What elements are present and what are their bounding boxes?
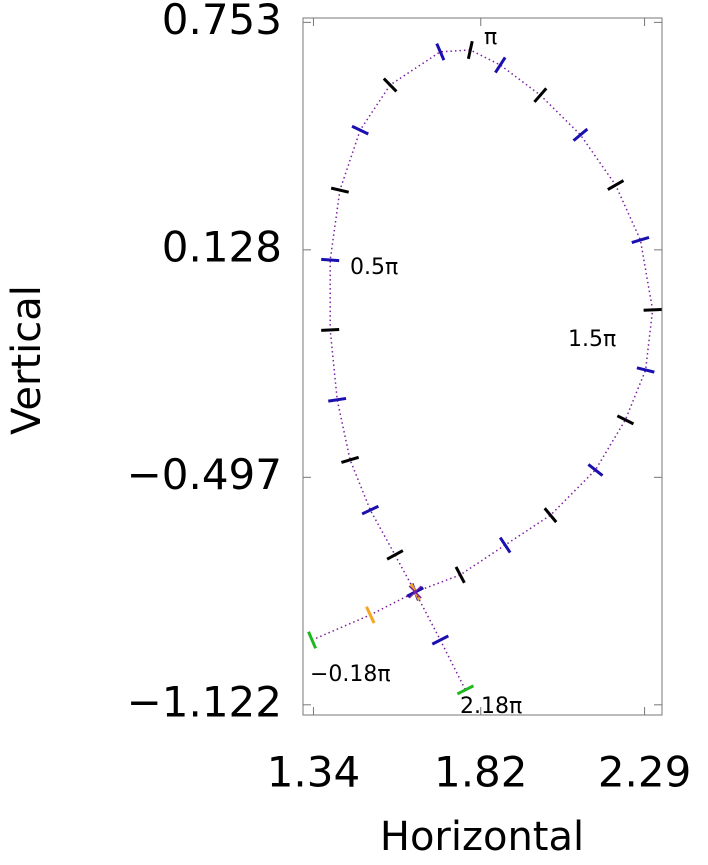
point-marker [466, 40, 474, 60]
point-marker [321, 257, 340, 263]
point-marker [616, 414, 635, 426]
annotation: 0.5π [350, 255, 398, 280]
annotation: 1.5π [568, 327, 616, 352]
y-tick-label: 0.128 [162, 222, 282, 271]
point-marker [498, 536, 512, 554]
point-marker [365, 606, 376, 624]
point-marker [587, 463, 604, 477]
point-marker [361, 504, 380, 516]
point-marker [321, 327, 340, 332]
point-marker [543, 507, 558, 524]
point-marker [636, 366, 655, 374]
point-marker [435, 42, 446, 61]
point-marker [330, 186, 350, 194]
point-marker [431, 634, 450, 646]
point-marker [607, 179, 625, 191]
annotation: 2.18π [460, 694, 522, 719]
y-tick-label: −1.122 [127, 677, 282, 726]
point-marker [382, 77, 398, 93]
point-marker [533, 87, 548, 103]
point-marker [643, 308, 662, 312]
point-marker [386, 549, 404, 561]
point-marker [456, 684, 475, 696]
boundary-line [329, 49, 654, 593]
point-marker [572, 127, 589, 142]
annotation: −0.18π [310, 662, 391, 687]
point-marker [351, 124, 369, 136]
boundary-line [311, 591, 416, 641]
x-point-marker [408, 585, 422, 599]
y-axis-title: Vertical [4, 285, 50, 435]
x-tick-label: 2.29 [598, 748, 692, 797]
x-tick-label: 1.82 [434, 748, 528, 797]
point-marker [328, 396, 347, 403]
plot-frame [302, 17, 663, 716]
point-marker [307, 631, 318, 649]
y-tick-label: −0.497 [127, 450, 282, 499]
x-axis-title: Horizontal [380, 814, 584, 860]
point-marker [631, 236, 650, 245]
x-tick-label: 1.34 [267, 748, 361, 797]
point-marker [494, 56, 507, 74]
point-marker [341, 455, 360, 464]
y-tick-label: 0.753 [162, 0, 282, 44]
annotation: π [484, 25, 497, 50]
point-marker [454, 566, 466, 584]
